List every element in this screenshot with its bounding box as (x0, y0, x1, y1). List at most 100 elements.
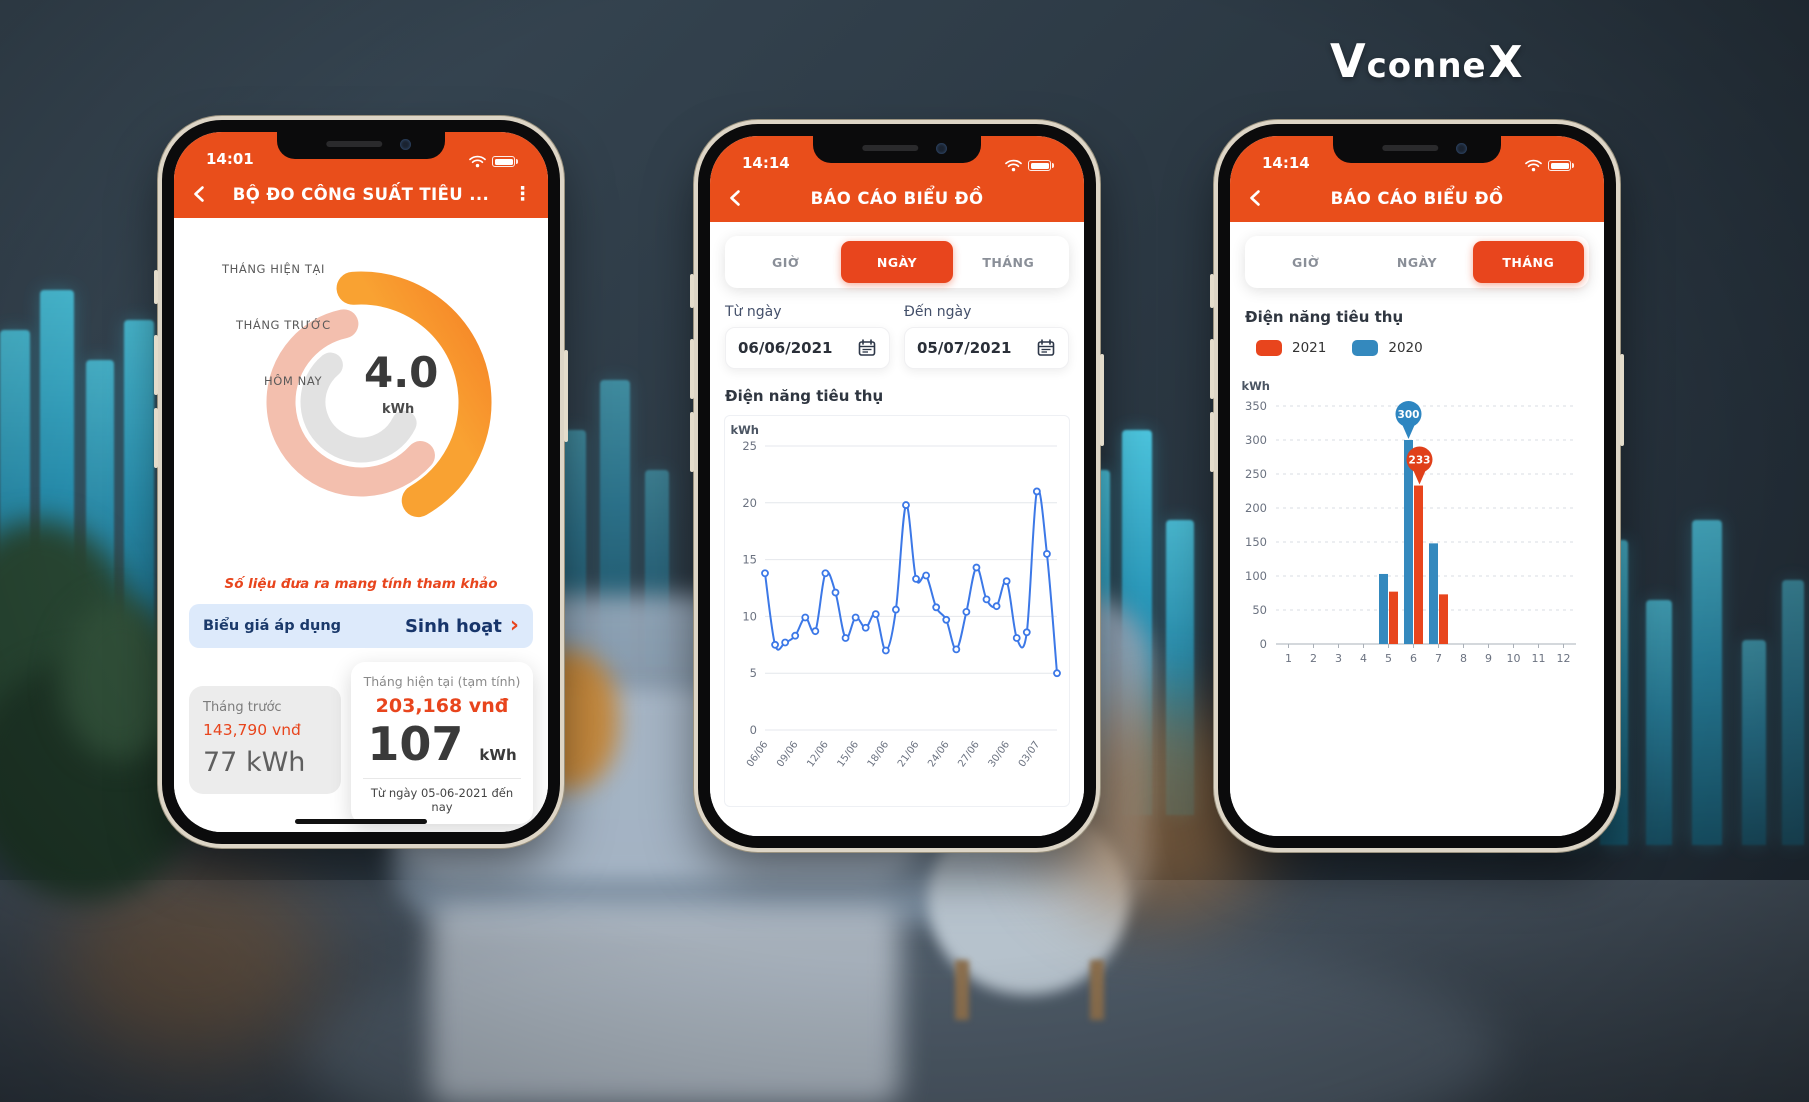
date-to-field[interactable]: 05/07/2021 (904, 327, 1069, 369)
svg-text:5: 5 (750, 666, 757, 680)
card-energy: 77 kWh (203, 747, 306, 778)
power-button (1620, 354, 1624, 446)
svg-text:4: 4 (1360, 652, 1367, 665)
energy-gauge: THÁNG HIỆN TẠI THÁNG TRƯỚC HÔM NAY 4.0 k… (174, 218, 548, 570)
mute-switch (690, 274, 694, 308)
power-button (564, 350, 568, 442)
page-title: BỘ ĐO CÔNG SUẤT TIÊU ... (232, 184, 490, 204)
svg-text:12/06: 12/06 (805, 739, 831, 769)
chart-legend: 2021 2020 (1230, 326, 1604, 356)
svg-text:03/07: 03/07 (1017, 739, 1043, 769)
date-range-row: Từ ngày 06/06/2021 (710, 304, 1084, 369)
page-title: BÁO CÁO BIỂU ĐỒ (810, 188, 984, 208)
tariff-value: Sinh hoạt (404, 615, 502, 637)
svg-text:3: 3 (1335, 652, 1342, 665)
svg-text:15: 15 (742, 553, 757, 567)
phone-3-content: GIỜ NGÀY THÁNG Điện năng tiêu thụ 2021 2… (1230, 236, 1604, 836)
power-button (1100, 354, 1104, 446)
notch (277, 132, 445, 159)
volume-up-button (154, 335, 158, 395)
line-chart-card: 0 5 10 15 20 25 kWh 06/06 09/06 12/06 15/06 18/06 21… (724, 415, 1070, 807)
svg-text:200: 200 (1245, 501, 1267, 515)
disclaimer-text: Số liệu đưa ra mang tính tham khảo (224, 576, 498, 592)
svg-text:7: 7 (1435, 652, 1442, 665)
consumption-line-chart: 0 5 10 15 20 25 kWh 06/06 09/06 12/06 15/06 18/06 21… (730, 423, 1061, 769)
svg-text:09/06: 09/06 (775, 739, 801, 769)
svg-text:27/06: 27/06 (956, 739, 982, 769)
calendar-icon[interactable] (857, 338, 877, 358)
svg-text:9: 9 (1485, 652, 1492, 665)
chart-section-title: Điện năng tiêu thụ (1245, 308, 1404, 326)
tab-day[interactable]: NGÀY (1396, 254, 1438, 270)
tariff-label: Biểu giá áp dụng (203, 618, 342, 634)
chevron-right-icon: › (509, 613, 519, 638)
svg-text:350: 350 (1245, 399, 1267, 413)
status-icons (469, 155, 518, 168)
gauge-label-today: HÔM NAY (264, 374, 323, 388)
status-time: 14:01 (206, 150, 254, 168)
status-bar: 14:01 (174, 132, 548, 170)
legend-label-2021: 2021 (1292, 340, 1327, 356)
date-to-label: Đến ngày (904, 304, 972, 320)
phone-1: 14:01 BỘ ĐO CÔNG SUẤT TIÊU ... ⋮ (154, 120, 568, 844)
svg-text:50: 50 (1252, 603, 1267, 617)
tab-hour[interactable]: GIỜ (771, 254, 800, 270)
svg-text:21/06: 21/06 (896, 739, 922, 769)
previous-month-card: Tháng trước 143,790 vnđ 77 kWh (189, 686, 341, 794)
phone-3: 14:14 BÁO CÁO BIỂU ĐỒ GIỜ NGÀY (1210, 124, 1624, 848)
tab-hour[interactable]: GIỜ (1291, 254, 1320, 270)
date-from-field[interactable]: 06/06/2021 (725, 327, 890, 369)
energy-value: 107 (367, 717, 464, 771)
energy-unit: kWh (479, 746, 517, 764)
svg-text:10: 10 (1507, 652, 1521, 665)
decor-bar (1742, 640, 1766, 845)
back-chevron-icon (194, 186, 204, 202)
svg-text:15/06: 15/06 (836, 739, 862, 769)
card-amount: 143,790 vnđ (203, 721, 301, 739)
battery-nub (1052, 163, 1054, 168)
legend-swatch-2020 (1352, 340, 1379, 356)
arc-previous-month (266, 307, 456, 497)
arc-today (300, 341, 422, 463)
back-chevron-icon (730, 190, 740, 206)
gauge-label-previous-month: THÁNG TRƯỚC (236, 318, 331, 332)
wifi-icon (469, 155, 486, 168)
notch (813, 136, 981, 163)
tab-month[interactable]: THÁNG (1472, 241, 1584, 283)
battery-icon (1028, 160, 1051, 171)
period-tabs: GIỜ NGÀY THÁNG (1245, 236, 1589, 288)
calendar-icon[interactable] (1036, 338, 1056, 358)
svg-text:8: 8 (1460, 652, 1467, 665)
battery-nub (1572, 163, 1574, 168)
back-button[interactable] (190, 182, 214, 206)
tab-day[interactable]: NGÀY (841, 241, 953, 283)
svg-text:kWh: kWh (1241, 379, 1270, 393)
home-indicator[interactable] (295, 819, 427, 824)
back-button[interactable] (726, 186, 750, 210)
volume-up-button (690, 339, 694, 399)
speaker (326, 141, 383, 147)
back-button[interactable] (1246, 186, 1270, 210)
phone-2: 14:14 BÁO CÁO BIỂU ĐỒ GIỜ NGÀY (690, 124, 1104, 848)
svg-text:11: 11 (1532, 652, 1546, 665)
gauge-label-current-month: THÁNG HIỆN TẠI (222, 262, 325, 276)
menu-dots-icon[interactable]: ⋮ (513, 182, 532, 205)
tab-month[interactable]: THÁNG (982, 254, 1035, 270)
page-title: BÁO CÁO BIỂU ĐỒ (1330, 188, 1504, 208)
svg-text:6: 6 (1410, 652, 1417, 665)
card-amount: 203,168 vnđ (375, 695, 509, 717)
decor-bar (1782, 580, 1804, 845)
svg-text:0: 0 (1260, 637, 1267, 651)
legend-item-2021: 2021 (1256, 340, 1326, 356)
tariff-row[interactable]: Biểu giá áp dụng Sinh hoạt › (189, 604, 533, 648)
svg-text:300: 300 (1245, 433, 1267, 447)
phone-2-content: GIỜ NGÀY THÁNG Từ ngày 06/06/2021 (710, 236, 1084, 836)
chart-section-title: Điện năng tiêu thụ (725, 387, 884, 405)
card-title: Tháng trước (203, 700, 282, 715)
svg-text:5: 5 (1385, 652, 1392, 665)
coffee-table (430, 905, 900, 1102)
svg-text:300: 300 (1398, 409, 1420, 421)
volume-down-button (154, 408, 158, 468)
mute-switch (1210, 274, 1214, 308)
